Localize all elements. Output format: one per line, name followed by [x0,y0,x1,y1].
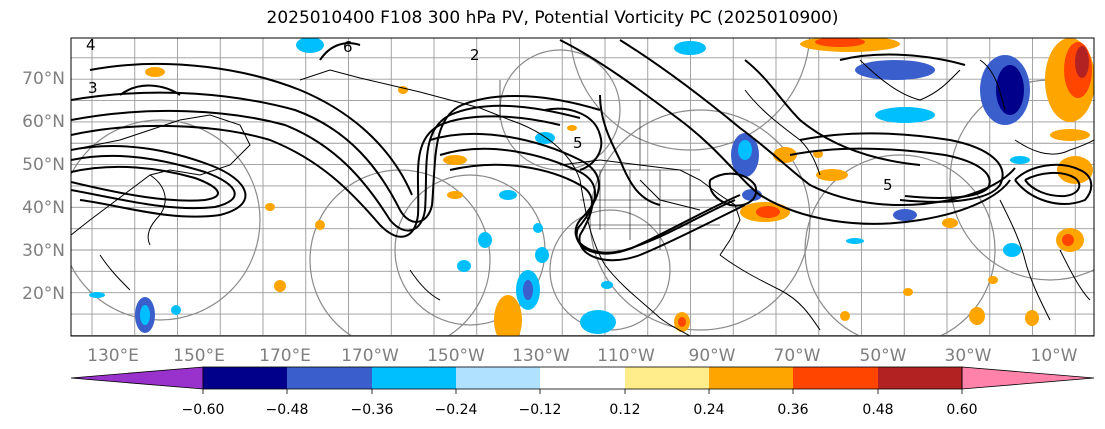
colorbar-tick-label: −0.24 [435,402,478,418]
lat-label-60n: 60°N [22,112,65,132]
lon-label-50w: 50°W [860,346,907,366]
lat-label-70n: 70°N [22,69,65,89]
colorbar-extend-max [961,366,1095,390]
contour-label: 4 [86,36,96,54]
colorbar-tick-labels: −0.60 −0.48 −0.36 −0.24 −0.12 0.12 0.24 … [182,402,978,418]
colorbar-segment [878,367,962,389]
contour-label: 6 [343,38,353,56]
map-panel: 2 3 4 5 6 5 [71,36,1094,336]
colorbar-tick-label: 0.24 [693,402,724,418]
lon-label-110w: 110°W [597,346,655,366]
contour-label: 5 [883,176,893,194]
colorbar-segment [372,367,456,389]
colorbar-segment [540,367,625,389]
political-boundaries [499,80,720,250]
lat-label-40n: 40°N [22,198,65,218]
colorbar-segment [625,367,709,389]
colorbar-segment [456,367,540,389]
lon-label-10w: 10°W [1031,346,1078,366]
colorbar-segment [793,367,878,389]
contour-label: 2 [470,46,480,64]
lon-label-70w: 70°W [774,346,821,366]
pv-negative-anomalies [89,38,1030,334]
colorbar-tick-label: −0.12 [519,402,562,418]
lon-label-130e: 130°E [87,346,139,366]
pv-positive-anomalies [145,38,1094,336]
colorbar-extend-min [70,366,204,390]
lat-label-20n: 20°N [22,284,65,304]
colorbar [70,366,1095,394]
lon-label-30w: 30°W [945,346,992,366]
latitude-labels: 70°N 60°N 50°N 40°N 30°N 20°N [22,69,65,304]
colorbar-segment [709,367,793,389]
lon-label-170e: 170°E [259,346,311,366]
colorbar-tick-label: 0.36 [777,402,808,418]
colorbar-tick-label: −0.60 [182,402,225,418]
colorbar-segment [287,367,372,389]
lat-label-30n: 30°N [22,241,65,261]
map-title: 2025010400 F108 300 hPa PV, Potential Vo… [266,8,839,28]
colorbar-tick-label: −0.48 [266,402,309,418]
colorbar-frame [202,366,963,390]
colorbar-tick-label: 0.48 [862,402,893,418]
lon-label-90w: 90°W [689,346,736,366]
lat-label-50n: 50°N [22,155,65,175]
lon-label-130w: 130°W [512,346,570,366]
longitude-labels: 130°E 150°E 170°E 170°W 150°W 130°W 110°… [87,346,1078,366]
colorbar-segment [203,367,287,389]
map-frame [70,37,1095,337]
contour-label: 3 [88,79,98,97]
colorbar-tick-label: 0.12 [609,402,640,418]
colorbar-tick-label: −0.36 [351,402,394,418]
lon-label-150w: 150°W [427,346,485,366]
contour-label: 5 [573,134,583,152]
contour-labels: 2 3 4 5 6 5 [86,36,893,194]
lon-label-150e: 150°E [173,346,225,366]
lon-label-170w: 170°W [341,346,399,366]
pv-contours [71,39,1093,262]
colorbar-tick-label: 0.60 [946,402,977,418]
